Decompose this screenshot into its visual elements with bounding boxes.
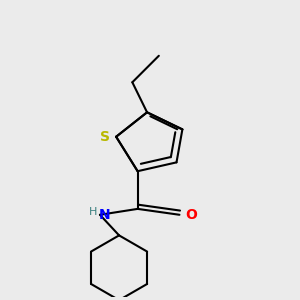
- Text: H: H: [88, 207, 97, 217]
- Text: O: O: [185, 208, 197, 222]
- Text: S: S: [100, 130, 110, 144]
- Text: N: N: [98, 208, 110, 222]
